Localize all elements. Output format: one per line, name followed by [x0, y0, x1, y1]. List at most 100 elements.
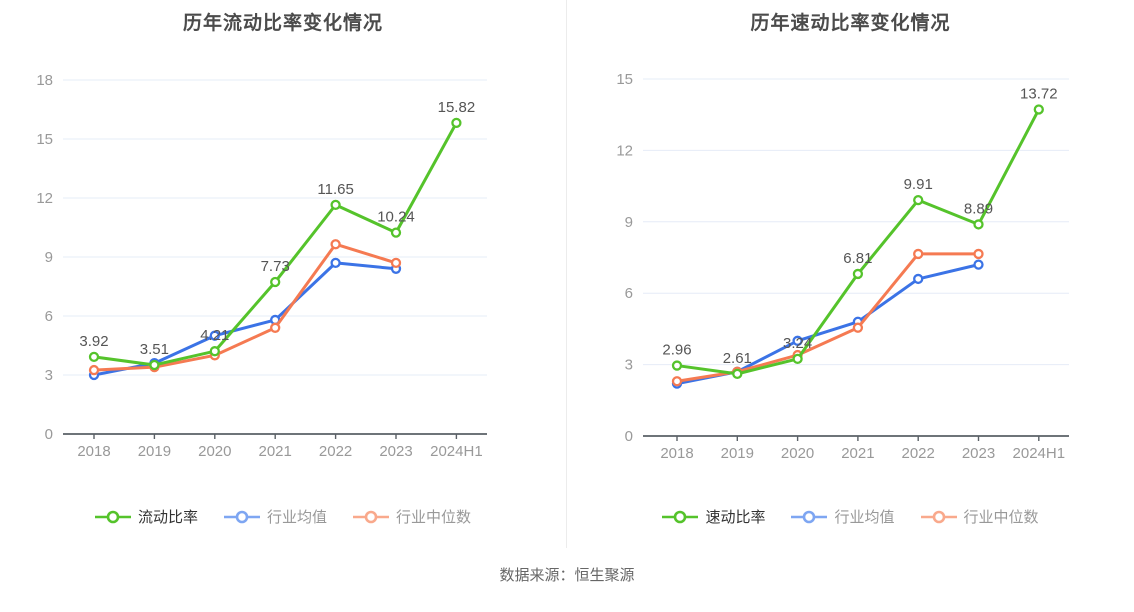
- data-point-quick-ratio: [1033, 104, 1044, 115]
- x-axis-tick-label: 2023: [962, 445, 995, 462]
- data-point-industry-median: [852, 322, 864, 333]
- x-axis-tick-label: 2023: [379, 443, 412, 460]
- data-point-current-ratio: [270, 276, 281, 288]
- charts-row: 历年流动比率变化情况 0 3 6 9 12 15 18 2018 2019 2020 2021 202…: [0, 0, 1134, 548]
- series-line-industry-mean: [92, 261, 398, 377]
- data-point-label: 4.21: [200, 327, 229, 344]
- legend-label: 速动比率: [705, 509, 766, 526]
- x-axis-tick-label: 2022: [319, 443, 352, 460]
- x-axis-tick-label: 2021: [259, 443, 292, 460]
- legend-line-marker-icon: [662, 510, 699, 523]
- legend-item-industry-median[interactable]: 行业中位数: [353, 506, 471, 527]
- x-axis-tick-label: 2022: [902, 445, 935, 462]
- legend-item-industry-median[interactable]: 行业中位数: [920, 506, 1039, 527]
- data-point-current-ratio: [88, 351, 100, 363]
- legend-item-industry-mean[interactable]: 行业均值: [791, 506, 895, 527]
- data-point-label: 11.65: [317, 181, 353, 198]
- data-point-current-ratio: [209, 346, 220, 357]
- y-axis-tick-label: 0: [45, 426, 53, 443]
- legend-line-marker-icon: [223, 510, 260, 523]
- legend-ring: [674, 510, 687, 523]
- quick-ratio-plot: 0 3 6 9 12 15 2018 2019 2020 2021 2022 2023 2024H1 2.…: [616, 71, 1069, 462]
- legend-ring: [803, 510, 816, 523]
- x-axis-tick-label: 2024H1: [430, 443, 483, 460]
- x-axis-tick-label: 2019: [721, 445, 754, 462]
- data-point-quick-ratio: [732, 368, 743, 380]
- data-point-current-ratio: [149, 359, 160, 371]
- y-axis-tick-label: 15: [36, 131, 53, 148]
- legend-line-marker-icon: [353, 510, 389, 523]
- data-point-label: 13.72: [1020, 85, 1058, 102]
- legend: 流动比率 行业均值 行业中位数: [0, 506, 566, 527]
- chart-title: 历年流动比率变化情况: [182, 13, 383, 34]
- legend-ring: [932, 510, 945, 523]
- data-point-label: 3.24: [783, 335, 812, 352]
- legend-ring: [106, 510, 120, 523]
- data-point-label: 6.81: [843, 250, 872, 267]
- y-axis-tick-label: 6: [625, 285, 633, 302]
- data-point-current-ratio: [330, 199, 341, 211]
- data-point-quick-ratio: [973, 219, 984, 230]
- data-point-current-ratio: [390, 227, 402, 238]
- y-axis-tick-label: 9: [625, 214, 633, 231]
- legend-ring: [235, 510, 249, 523]
- data-point-label: 8.89: [964, 200, 993, 217]
- y-axis-tick-label: 18: [36, 72, 53, 89]
- data-point-quick-ratio: [792, 353, 803, 365]
- data-point-label: 15.82: [438, 99, 476, 116]
- data-point-industry-median: [973, 248, 984, 260]
- data-source-note: 数据来源：恒生聚源: [499, 567, 635, 584]
- legend-item-quick-ratio[interactable]: 速动比率: [662, 506, 765, 527]
- legend-item-industry-mean[interactable]: 行业均值: [223, 506, 327, 527]
- data-point-label: 2.96: [662, 342, 691, 359]
- legend-line-marker-icon: [94, 510, 131, 523]
- series-line-quick-ratio: [675, 107, 1041, 376]
- legend-label: 行业中位数: [963, 509, 1039, 526]
- data-point-industry-median: [330, 239, 341, 250]
- data-point-industry-mean: [913, 273, 924, 285]
- y-axis-tick-label: 6: [45, 308, 53, 325]
- data-point-label: 3.51: [140, 341, 169, 358]
- legend-label: 行业均值: [266, 509, 327, 526]
- current-ratio-plot: 0 3 6 9 12 15 18 2018 2019 2020 2021 2022 2023 2024H1…: [36, 72, 487, 460]
- x-axis-tick-label: 2021: [841, 445, 874, 462]
- data-point-industry-median: [88, 364, 100, 376]
- y-axis-tick-label: 12: [36, 190, 53, 207]
- legend: 速动比率 行业均值 行业中位数: [567, 506, 1134, 527]
- y-axis-tick-label: 9: [45, 249, 53, 266]
- data-point-industry-mean: [973, 259, 984, 270]
- data-point-label: 9.91: [904, 176, 933, 193]
- data-point-current-ratio: [451, 117, 462, 129]
- data-point-industry-mean: [209, 330, 220, 341]
- data-point-industry-mean: [792, 335, 803, 346]
- data-point-industry-median: [671, 376, 683, 387]
- data-point-label: 7.73: [261, 258, 290, 275]
- y-axis-tick-label: 3: [45, 367, 53, 384]
- data-point-label: 2.61: [723, 350, 752, 367]
- legend-line-marker-icon: [791, 510, 828, 523]
- data-point-industry-median: [390, 257, 402, 269]
- quick-ratio-chart-panel: 历年速动比率变化情况 0 3 6 9 12 15 2018 2019 2020 2021 2022 2…: [567, 0, 1134, 548]
- chart-title: 历年速动比率变化情况: [750, 13, 951, 34]
- y-axis-tick-label: 0: [625, 428, 633, 445]
- data-point-label: 3.92: [79, 333, 108, 350]
- x-axis-tick-label: 2020: [781, 445, 814, 462]
- data-point-quick-ratio: [913, 194, 924, 206]
- data-point-industry-median: [270, 322, 281, 333]
- data-point-industry-median: [913, 248, 924, 260]
- x-axis-tick-label: 2018: [77, 443, 110, 460]
- current-ratio-chart-panel: 历年流动比率变化情况 0 3 6 9 12 15 18 2018 2019 2020 2021 202…: [0, 0, 567, 548]
- x-axis-tick-label: 2024H1: [1013, 445, 1066, 462]
- x-axis-tick-label: 2019: [138, 443, 171, 460]
- legend-label: 行业均值: [834, 509, 895, 526]
- x-axis-tick-label: 2020: [198, 443, 231, 460]
- data-point-label: 10.24: [377, 209, 415, 226]
- legend-line-marker-icon: [920, 510, 957, 523]
- legend-item-current-ratio[interactable]: 流动比率: [94, 506, 198, 527]
- data-point-quick-ratio: [852, 268, 864, 280]
- legend-label: 流动比率: [137, 509, 198, 526]
- series-line-industry-median: [92, 242, 398, 372]
- data-point-quick-ratio: [671, 360, 683, 371]
- legend-label: 行业中位数: [396, 509, 472, 526]
- data-point-industry-mean: [330, 257, 341, 269]
